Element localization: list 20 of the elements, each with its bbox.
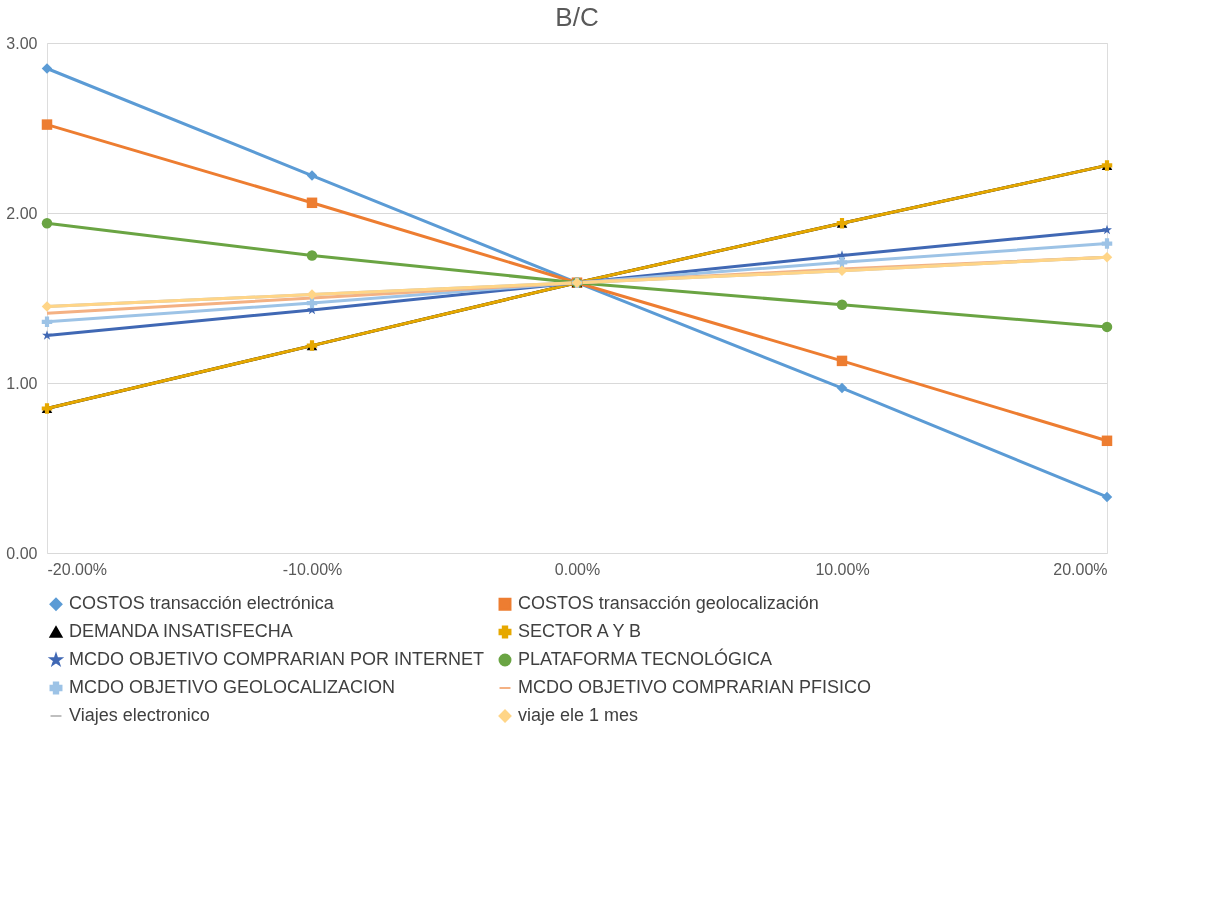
x-tick-label: 20.00%: [1053, 560, 1108, 578]
legend-label: Viajes electronico: [69, 705, 210, 725]
x-tick-label: -20.00%: [47, 560, 108, 578]
legend-label: COSTOS transacción geolocalización: [518, 593, 819, 614]
legend-label: COSTOS transacción electrónica: [69, 593, 335, 614]
legend-label: DEMANDA INSATISFECHA: [69, 621, 293, 641]
y-tick-label: 2.00: [6, 204, 38, 222]
x-tick-label: 10.00%: [815, 560, 870, 578]
legend-label: MCDO OBJETIVO GEOLOCALIZACION: [69, 677, 396, 697]
legend-label: SECTOR A Y B: [518, 621, 642, 641]
x-tick-label: -10.00%: [282, 560, 343, 578]
legend-label: MCDO OBJETIVO COMPRARIAN PFISICO: [518, 677, 872, 697]
y-tick-label: 3.00: [6, 34, 38, 52]
legend-label: PLATAFORMA TECNOLÓGICA: [518, 648, 773, 669]
x-tick-label: 0.00%: [554, 560, 601, 578]
chart-title: B/C: [555, 2, 599, 32]
legend-label: MCDO OBJETIVO COMPRARIAN POR INTERNET: [69, 649, 485, 669]
legend-label: viaje ele 1 mes: [518, 705, 639, 725]
y-tick-label: 1.00: [6, 374, 38, 392]
y-tick-label: 0.00: [6, 544, 38, 562]
